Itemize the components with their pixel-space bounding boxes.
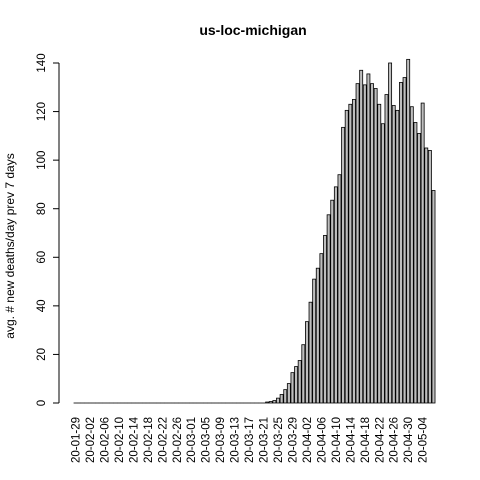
- bar: [377, 103, 382, 404]
- bar: [308, 301, 313, 404]
- bar: [326, 214, 331, 404]
- x-tick-label: 20-02-02: [85, 417, 97, 463]
- x-tick-label: 20-03-09: [215, 417, 227, 463]
- bar: [341, 126, 346, 404]
- bar: [319, 253, 324, 404]
- x-tick-label: 20-02-18: [143, 417, 155, 463]
- bar: [391, 105, 396, 404]
- bar: [315, 267, 320, 404]
- y-tick-label: 60: [36, 251, 48, 264]
- bar: [312, 278, 317, 404]
- bar: [348, 103, 353, 404]
- bar: [409, 106, 414, 404]
- bar: [283, 389, 288, 404]
- bar: [417, 133, 421, 404]
- y-axis: 0 20 40 60 80 100 120 140: [36, 53, 60, 406]
- bar: [427, 150, 432, 404]
- bar: [380, 123, 385, 404]
- bar: [279, 394, 284, 404]
- bar: [272, 400, 277, 404]
- x-tick-label: 20-02-26: [172, 417, 184, 463]
- x-tick-label: 20-04-18: [360, 417, 372, 463]
- y-tick-label: 0: [36, 400, 48, 406]
- bar: [337, 174, 342, 404]
- bar: [370, 83, 374, 404]
- bar: [355, 83, 360, 404]
- x-tick-label: 20-04-26: [389, 417, 401, 463]
- x-tick-label: 20-04-02: [302, 417, 314, 463]
- bar: [268, 401, 273, 404]
- x-tick-label: 20-03-21: [259, 417, 271, 463]
- bar: [388, 62, 393, 404]
- bar: [297, 360, 302, 404]
- x-tick-label: 20-04-30: [403, 417, 415, 463]
- x-tick-label: 20-03-05: [201, 417, 213, 463]
- x-tick-label: 20-03-25: [273, 417, 285, 463]
- bar: [323, 235, 327, 404]
- chart-title: us-loc-michigan: [199, 22, 306, 38]
- x-tick-label: 20-05-04: [418, 416, 430, 463]
- bar: [276, 397, 280, 404]
- bar: [384, 94, 389, 404]
- x-tick-label: 20-02-10: [114, 417, 126, 463]
- bar: [413, 122, 418, 404]
- x-tick-label: 20-03-01: [186, 417, 198, 463]
- y-axis-label: avg. # new deaths/day prev 7 days: [3, 153, 17, 338]
- bar: [424, 147, 429, 404]
- bar: [373, 88, 378, 404]
- bars-group: [73, 58, 436, 404]
- x-tick-label: 20-02-06: [99, 417, 111, 463]
- bar: [290, 372, 295, 404]
- x-tick-label: 20-02-22: [157, 417, 169, 463]
- x-tick-label: 20-04-10: [331, 417, 343, 463]
- x-tick-label: 20-03-29: [287, 417, 299, 463]
- x-tick-label: 20-01-29: [71, 417, 83, 463]
- y-tick-label: 40: [36, 299, 48, 312]
- bar: [333, 186, 338, 404]
- bar: [431, 190, 436, 404]
- bar: [420, 102, 425, 404]
- x-tick-label: 20-02-14: [128, 416, 140, 463]
- bar: [330, 199, 335, 404]
- bar: [305, 321, 309, 404]
- bar: [352, 99, 356, 404]
- y-tick-label: 100: [36, 151, 48, 170]
- x-axis-tick-labels: 20-01-29 20-02-02 20-02-06 20-02-10 20-02-14…: [71, 416, 430, 463]
- bar: [294, 366, 299, 404]
- bar: [406, 58, 411, 404]
- bar: [362, 84, 367, 404]
- y-tick-label: 140: [36, 53, 48, 72]
- x-tick-label: 20-04-06: [316, 417, 328, 463]
- x-tick-label: 20-04-22: [374, 417, 386, 463]
- y-tick-label: 120: [36, 102, 48, 121]
- bar: [395, 109, 400, 404]
- bar: [402, 77, 407, 404]
- x-tick-label: 20-03-13: [230, 417, 242, 463]
- bar: [286, 383, 291, 404]
- bar: [301, 344, 306, 404]
- bar: [399, 82, 403, 404]
- bar: [366, 73, 371, 404]
- bar: [344, 109, 349, 404]
- bar: [359, 69, 364, 404]
- y-tick-label: 80: [36, 202, 48, 215]
- x-tick-label: 20-03-17: [244, 417, 256, 463]
- y-tick-label: 20: [36, 348, 48, 361]
- bar: [265, 401, 270, 404]
- x-tick-label: 20-04-14: [345, 416, 357, 463]
